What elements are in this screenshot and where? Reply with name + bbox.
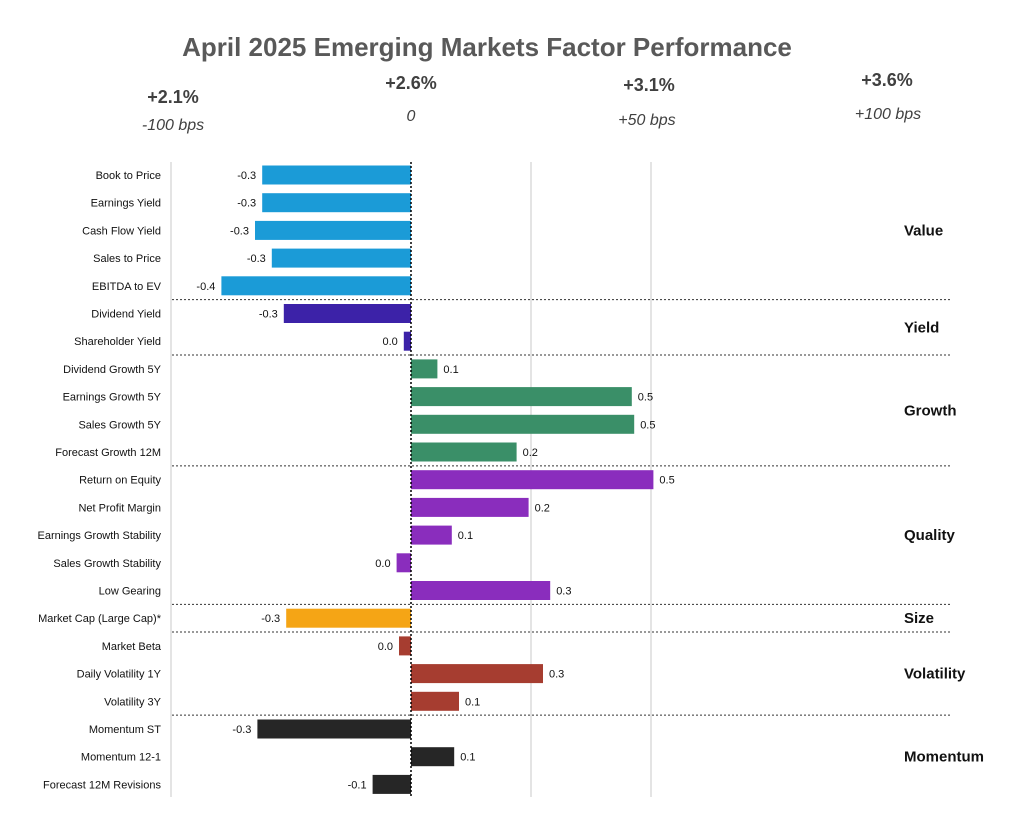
- bar: [411, 497, 529, 517]
- value-label: -0.1: [348, 779, 367, 791]
- value-labels: -0.3 -0.3 -0.3 -0.3 -0.4 -0.3 0.0 0.1 0.5 0.5 0.2 0…: [196, 170, 674, 791]
- factor-label: Momentum ST: [89, 724, 161, 736]
- bar: [411, 442, 517, 462]
- group-label: Yield: [904, 319, 939, 336]
- value-label: -0.4: [196, 281, 215, 293]
- value-label: 0.2: [535, 502, 550, 514]
- bar: [411, 525, 452, 545]
- bar: [257, 719, 411, 739]
- chart-title: April 2025 Emerging Markets Factor Perfo…: [182, 32, 792, 62]
- factor-label: Dividend Growth 5Y: [63, 364, 161, 376]
- factor-label: Earnings Growth 5Y: [63, 392, 162, 404]
- value-label: 0.5: [638, 392, 653, 404]
- group-separators: [172, 299, 952, 716]
- group-labels: Value Yield Growth Quality Size Volatility Mom…: [904, 222, 984, 765]
- bar: [372, 774, 411, 794]
- factor-label: Return on Equity: [79, 475, 161, 487]
- group-label: Value: [904, 222, 943, 239]
- factor-label: Daily Volatility 1Y: [77, 669, 162, 681]
- value-label: -0.3: [237, 198, 256, 210]
- value-label: -0.3: [247, 253, 266, 265]
- bar: [411, 387, 632, 407]
- value-label: -0.3: [232, 724, 251, 736]
- group-label: Size: [904, 610, 934, 627]
- reference-bps-label: +50 bps: [618, 112, 675, 129]
- group-label: Momentum: [904, 749, 984, 766]
- factor-label: Sales Growth 5Y: [78, 419, 161, 431]
- value-label: 0.0: [378, 641, 393, 653]
- value-label: -0.3: [261, 613, 280, 625]
- value-label: 0.2: [523, 447, 538, 459]
- factor-label: Market Cap (Large Cap)*: [38, 613, 162, 625]
- bar: [411, 359, 438, 379]
- group-label: Growth: [904, 402, 957, 419]
- reference-return-label: +2.1%: [147, 87, 199, 107]
- bar: [396, 553, 411, 573]
- factor-label: Shareholder Yield: [74, 336, 161, 348]
- factor-label: EBITDA to EV: [92, 281, 162, 293]
- reference-bps-label: -100 bps: [142, 117, 204, 134]
- factor-label: Earnings Yield: [91, 198, 161, 210]
- factor-label: Dividend Yield: [91, 309, 161, 321]
- factor-label: Earnings Growth Stability: [38, 530, 162, 542]
- bars: [221, 165, 654, 794]
- value-label: -0.3: [230, 225, 249, 237]
- value-label: 0.0: [383, 336, 398, 348]
- value-label: 0.1: [458, 530, 473, 542]
- bar: [411, 414, 635, 434]
- bar: [411, 747, 455, 767]
- value-label: 0.3: [556, 586, 571, 598]
- factor-labels: Book to Price Earnings Yield Cash Flow Yie…: [38, 170, 162, 791]
- value-label: 0.1: [443, 364, 458, 376]
- group-label: Volatility: [904, 666, 966, 683]
- factor-label: Sales Growth Stability: [53, 558, 161, 570]
- reference-return-label: +2.6%: [385, 73, 437, 93]
- value-label: 0.0: [375, 558, 390, 570]
- factor-label: Low Gearing: [99, 586, 161, 598]
- reference-labels: +2.1% -100 bps +2.6% 0 +3.1% +50 bps +3.6% +100…: [142, 70, 921, 134]
- reference-bps-label: +100 bps: [855, 106, 921, 123]
- bar: [221, 276, 411, 296]
- bar: [411, 691, 459, 711]
- value-label: 0.1: [460, 752, 475, 764]
- factor-label: Forecast Growth 12M: [55, 447, 161, 459]
- factor-label: Volatility 3Y: [104, 696, 162, 708]
- bar: [411, 581, 551, 600]
- factor-label: Momentum 12-1: [81, 752, 161, 764]
- value-label: 0.3: [549, 669, 564, 681]
- factor-label: Forecast 12M Revisions: [43, 779, 161, 791]
- reference-return-label: +3.1%: [623, 75, 675, 95]
- bar: [255, 220, 411, 240]
- bar: [262, 165, 411, 185]
- bar: [262, 193, 411, 213]
- group-label: Quality: [904, 527, 956, 544]
- reference-bps-label: 0: [407, 108, 416, 125]
- bar: [271, 248, 411, 268]
- value-label: 0.1: [465, 696, 480, 708]
- bar: [411, 470, 654, 490]
- value-label: -0.3: [259, 309, 278, 321]
- value-label: -0.3: [237, 170, 256, 182]
- bar: [286, 608, 411, 628]
- factor-label: Market Beta: [102, 641, 162, 653]
- bar: [411, 664, 543, 684]
- reference-return-label: +3.6%: [861, 70, 913, 90]
- bar: [399, 636, 411, 656]
- factor-label: Net Profit Margin: [78, 502, 161, 514]
- factor-label: Sales to Price: [93, 253, 161, 265]
- bar: [403, 331, 411, 351]
- factor-label: Cash Flow Yield: [82, 225, 161, 237]
- factor-label: Book to Price: [96, 170, 161, 182]
- value-label: 0.5: [640, 419, 655, 431]
- bar: [283, 304, 411, 323]
- value-label: 0.5: [659, 475, 674, 487]
